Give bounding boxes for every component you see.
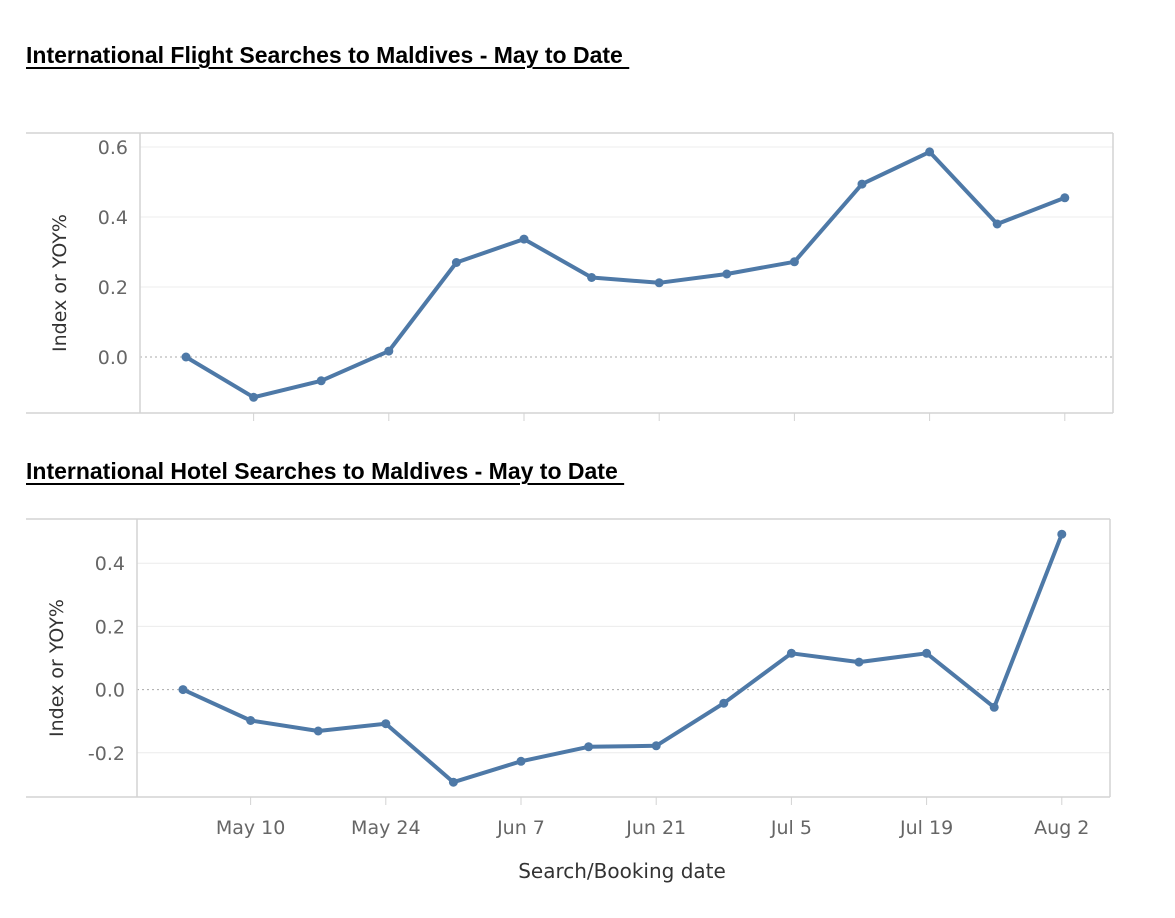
flight-data-point bbox=[925, 147, 935, 157]
hotel-data-point bbox=[448, 777, 458, 787]
flight-chart-panel: 0.0 0.2 0.4 0.6 Index or YOY% bbox=[26, 132, 1114, 421]
hotel-data-point bbox=[178, 685, 188, 695]
x-tick-label: Jun 7 bbox=[496, 817, 545, 839]
x-tick-label: Aug 2 bbox=[1034, 817, 1089, 839]
hotel-data-point bbox=[246, 716, 256, 725]
flight-y-axis-title: Index or YOY% bbox=[49, 214, 71, 352]
x-tick-label: Jul 5 bbox=[770, 817, 812, 839]
x-tick-label: Jun 21 bbox=[625, 817, 686, 839]
hotel-data-point bbox=[719, 698, 729, 708]
hotel-chart-panel: -0.2 0.0 0.2 0.4 Index or YOY% bbox=[26, 518, 1111, 805]
x-tick-label: May 10 bbox=[216, 817, 286, 839]
hotel-data-point bbox=[1057, 529, 1067, 539]
hotel-data-point bbox=[516, 756, 526, 766]
hotel-y-axis-title: Index or YOY% bbox=[46, 599, 68, 737]
hotel-chart-title: International Hotel Searches to Maldives… bbox=[26, 458, 625, 484]
x-axis-title: Search/Booking date bbox=[518, 859, 726, 883]
flight-data-point bbox=[857, 179, 867, 189]
flight-data-point bbox=[249, 392, 259, 402]
flight-data-point bbox=[1060, 193, 1070, 203]
flight-chart-title: International Flight Searches to Maldive… bbox=[26, 42, 630, 68]
flight-data-point bbox=[316, 376, 326, 386]
flight-data-point bbox=[654, 278, 664, 288]
x-tick-label: May 24 bbox=[351, 817, 421, 839]
hotel-y-tick-label: 0.2 bbox=[95, 616, 125, 638]
flight-y-tick-label: 0.4 bbox=[98, 207, 128, 229]
hotel-data-point bbox=[313, 726, 323, 736]
hotel-series-line bbox=[181, 532, 1064, 785]
flight-data-point bbox=[722, 269, 732, 279]
flight-data-point bbox=[992, 219, 1002, 229]
flight-data-point bbox=[789, 257, 799, 267]
flight-data-point bbox=[181, 352, 191, 362]
flight-series-line bbox=[184, 149, 1067, 400]
flight-y-tick-label: 0.0 bbox=[98, 347, 128, 369]
hotel-y-tick-label: 0.4 bbox=[95, 553, 125, 575]
hotel-y-tick-label: 0.0 bbox=[95, 680, 125, 702]
hotel-y-tick-label: -0.2 bbox=[88, 743, 125, 765]
flight-data-point bbox=[384, 346, 394, 356]
flight-data-point bbox=[587, 273, 597, 282]
flight-y-tick-label: 0.2 bbox=[98, 277, 128, 299]
hotel-data-point bbox=[922, 648, 932, 658]
hotel-data-point bbox=[381, 719, 391, 729]
hotel-data-point bbox=[854, 657, 864, 667]
hotel-data-point bbox=[584, 742, 594, 752]
hotel-data-point bbox=[651, 741, 661, 751]
flight-data-point bbox=[451, 258, 461, 267]
flight-y-tick-label: 0.6 bbox=[98, 137, 128, 159]
flight-data-point bbox=[519, 234, 529, 244]
x-axis-tick-labels: May 10 May 24 Jun 7 Jun 21 Jul 5 Jul 19 Aug 2 bbox=[216, 817, 1090, 839]
hotel-data-point bbox=[989, 702, 999, 712]
hotel-data-point bbox=[786, 648, 796, 658]
x-tick-label: Jul 19 bbox=[899, 817, 953, 839]
